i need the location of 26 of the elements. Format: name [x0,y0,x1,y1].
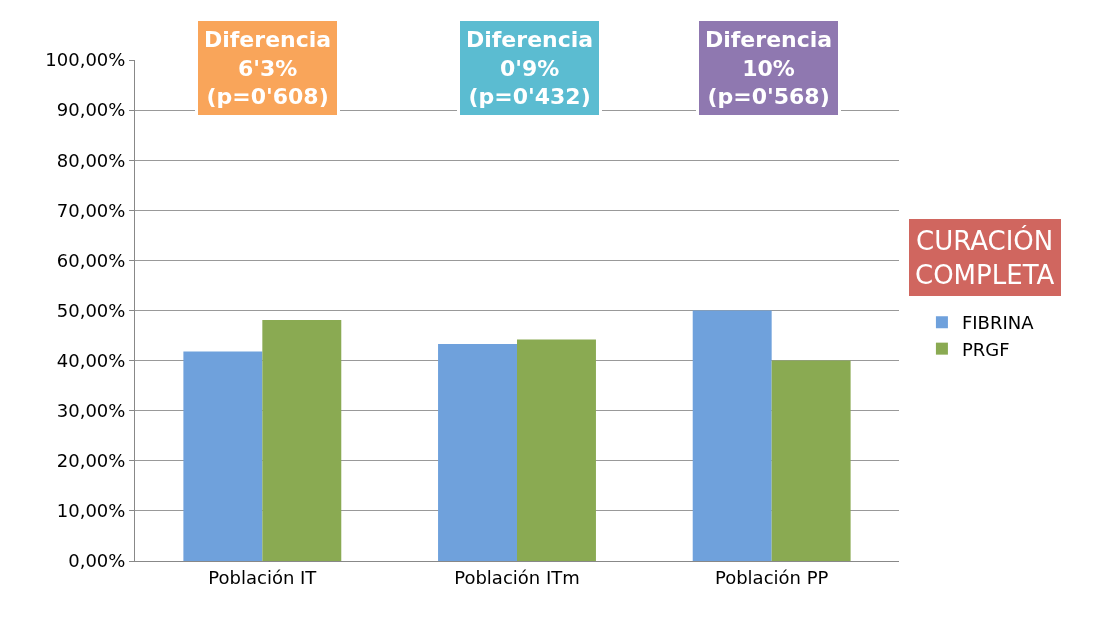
y-tick-label: 100,00% [45,49,126,71]
annotation: Diferencia 6'3% (p=0'608) [204,27,332,110]
y-tick-label: 80,00% [56,149,126,171]
y-tick-label: 10,00% [56,500,126,522]
x-tick-label: Población IT [208,566,318,588]
y-tick-label: 90,00% [56,99,126,121]
bar [692,310,772,561]
bar [438,344,517,561]
x-tick-label: Población ITm [454,566,580,588]
y-tick-label: 20,00% [56,450,126,472]
annotation: Diferencia 10% (p=0'568) [705,27,833,110]
y-tick-label: 40,00% [56,349,126,371]
bar [517,339,596,561]
x-tick-label: Población PP [714,566,829,588]
legend-label: PRGF [961,338,1010,360]
bar [771,360,851,561]
y-tick-label: 70,00% [56,199,126,221]
y-tick-label: 50,00% [56,299,126,321]
y-tick-label: 30,00% [56,400,126,421]
annotation: Diferencia 0'9% (p=0'432) [466,27,594,110]
text: CURACIÓN COMPLETA [915,225,1055,290]
bar [262,320,342,561]
bar [183,351,263,561]
legend-label: FIBRINA [961,312,1035,334]
y-tick-label: 0,00% [68,550,126,572]
y-tick-label: 60,00% [56,249,126,271]
